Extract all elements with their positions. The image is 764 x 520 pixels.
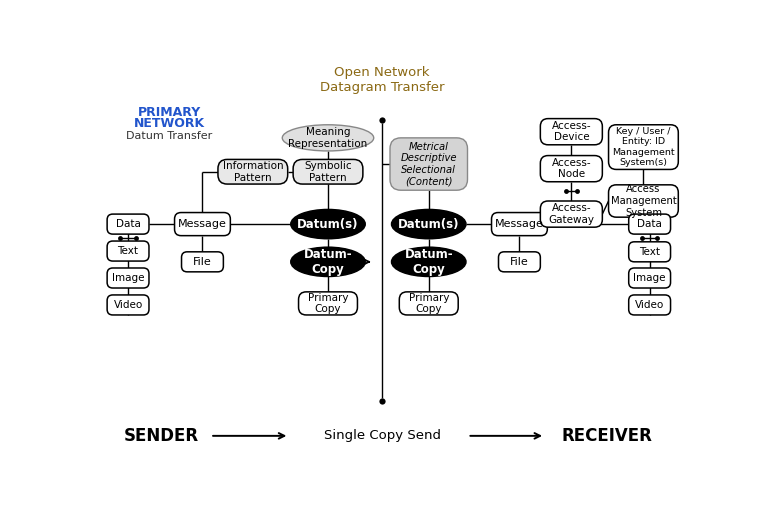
FancyBboxPatch shape <box>174 213 231 236</box>
Text: Single Copy Send: Single Copy Send <box>324 430 441 443</box>
FancyBboxPatch shape <box>629 295 671 315</box>
FancyBboxPatch shape <box>540 201 602 227</box>
Text: Video: Video <box>635 300 664 310</box>
Text: Text: Text <box>639 247 660 257</box>
Text: Datum(s): Datum(s) <box>297 217 359 230</box>
Text: Access-
Device: Access- Device <box>552 121 591 142</box>
Text: File: File <box>193 257 212 267</box>
FancyBboxPatch shape <box>182 252 223 272</box>
FancyBboxPatch shape <box>629 242 671 262</box>
FancyBboxPatch shape <box>218 160 288 184</box>
Text: Primary
Copy: Primary Copy <box>308 293 348 314</box>
Text: RECEIVER: RECEIVER <box>562 427 652 445</box>
FancyBboxPatch shape <box>498 252 540 272</box>
FancyBboxPatch shape <box>609 185 678 217</box>
Text: Open Network
Datagram Transfer: Open Network Datagram Transfer <box>320 66 445 94</box>
Text: Metrical
Descriptive
Selectional
(Content): Metrical Descriptive Selectional (Conten… <box>400 141 457 187</box>
Text: Video: Video <box>113 300 143 310</box>
Text: Information
Pattern: Information Pattern <box>222 161 283 183</box>
FancyBboxPatch shape <box>107 268 149 288</box>
Ellipse shape <box>392 247 466 277</box>
Text: Data: Data <box>637 219 662 229</box>
Text: Data: Data <box>115 219 141 229</box>
Text: Access-
Node: Access- Node <box>552 158 591 179</box>
Text: Datum(s): Datum(s) <box>398 217 459 230</box>
Text: NETWORK: NETWORK <box>134 118 205 131</box>
FancyBboxPatch shape <box>299 292 358 315</box>
FancyBboxPatch shape <box>293 160 363 184</box>
Text: Access-
Gateway: Access- Gateway <box>549 203 594 225</box>
Text: Key / User /
Entity: ID
Management
System(s): Key / User / Entity: ID Management Syste… <box>612 127 675 167</box>
FancyBboxPatch shape <box>609 125 678 170</box>
Text: Message: Message <box>178 219 227 229</box>
Text: Datum-
Copy: Datum- Copy <box>404 248 453 276</box>
Ellipse shape <box>291 247 365 277</box>
Text: Access
Management
System: Access Management System <box>610 185 676 217</box>
Ellipse shape <box>282 125 374 151</box>
FancyBboxPatch shape <box>107 241 149 261</box>
FancyBboxPatch shape <box>540 155 602 182</box>
FancyBboxPatch shape <box>107 214 149 234</box>
Ellipse shape <box>392 210 466 239</box>
FancyBboxPatch shape <box>629 214 671 234</box>
FancyBboxPatch shape <box>400 292 458 315</box>
Text: Meaning
Representation: Meaning Representation <box>288 127 367 149</box>
Text: Primary
Copy: Primary Copy <box>409 293 449 314</box>
Ellipse shape <box>291 210 365 239</box>
Text: File: File <box>510 257 529 267</box>
FancyBboxPatch shape <box>491 213 547 236</box>
Text: Text: Text <box>118 246 138 256</box>
FancyBboxPatch shape <box>540 119 602 145</box>
Text: Symbolic
Pattern: Symbolic Pattern <box>304 161 351 183</box>
Text: Datum Transfer: Datum Transfer <box>126 131 212 140</box>
FancyBboxPatch shape <box>629 268 671 288</box>
Text: Datum-
Copy: Datum- Copy <box>303 248 352 276</box>
FancyBboxPatch shape <box>107 295 149 315</box>
Text: SENDER: SENDER <box>124 427 199 445</box>
Text: PRIMARY: PRIMARY <box>138 106 201 119</box>
FancyBboxPatch shape <box>390 138 468 190</box>
Text: Message: Message <box>495 219 544 229</box>
Text: Image: Image <box>112 273 144 283</box>
Text: Image: Image <box>633 273 666 283</box>
